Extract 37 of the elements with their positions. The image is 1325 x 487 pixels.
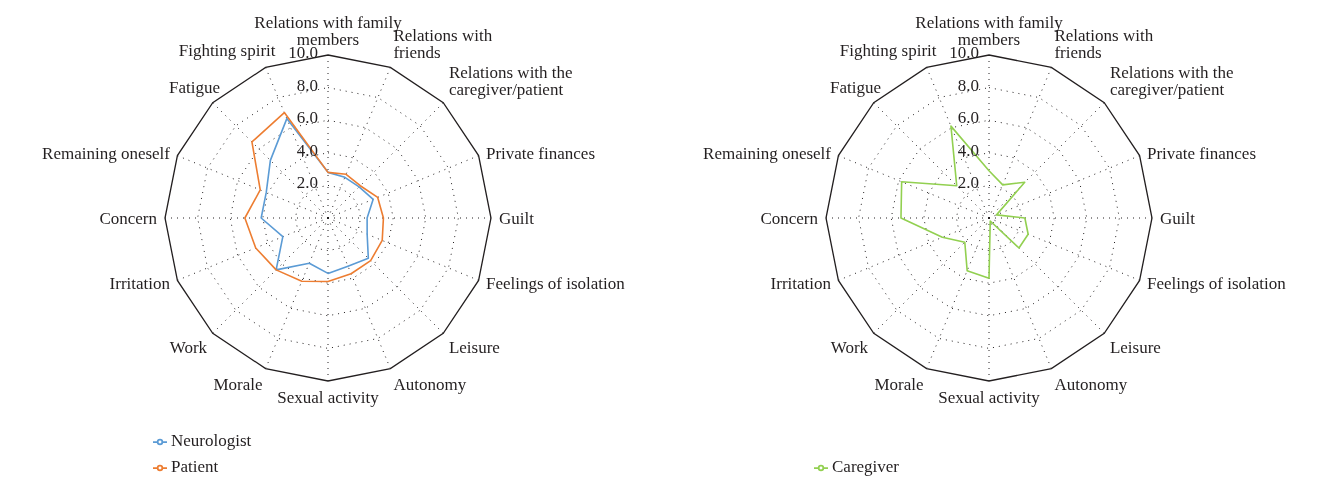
spoke-label: Feelings of isolation (485, 274, 626, 294)
spoke-label: Fighting spirit (839, 41, 937, 61)
spoke-label: Concern (99, 208, 158, 228)
spoke-label: Private finances (1146, 143, 1257, 163)
spoke-label: Morale (213, 374, 263, 394)
legend-label: Caregiver (832, 457, 900, 476)
y-tick-label: 6.0 (296, 108, 318, 129)
spoke-label: Leisure (1109, 337, 1161, 357)
spoke-label: Remaining oneself (42, 143, 171, 163)
y-tick-label: 8.0 (296, 75, 318, 96)
spoke-label: Autonomy (393, 374, 467, 394)
spoke-label: Fatigue (169, 78, 221, 98)
spoke-label: Sexual activity (938, 387, 1041, 407)
y-tick-label: 2.0 (296, 173, 318, 194)
spoke-label: Work (169, 337, 208, 357)
spoke-label: Relations with the caregiver/patient (448, 63, 573, 100)
spoke-label: Feelings of isolation (1146, 274, 1287, 294)
y-tick-label: 8.0 (957, 75, 979, 96)
y-tick-label: 2.0 (957, 173, 979, 194)
spoke-label: Fatigue (830, 78, 882, 98)
spoke-label: Work (830, 337, 869, 357)
spoke-label: Guilt (1160, 208, 1196, 228)
y-tick-label: 6.0 (957, 108, 979, 129)
spoke-label: Sexual activity (277, 387, 380, 407)
spoke-label: Autonomy (1054, 374, 1128, 394)
spoke-label: Fighting spirit (178, 41, 276, 61)
spoke-label: Leisure (448, 337, 500, 357)
spoke-label: Guilt (499, 208, 535, 228)
spoke-label: Relations with the caregiver/patient (1109, 63, 1234, 100)
spoke-label: Concern (760, 208, 819, 228)
spoke-label: Irritation (770, 274, 832, 294)
legend-label: Patient (171, 457, 219, 476)
spoke-label: Irritation (109, 274, 171, 294)
legend-label: Neurologist (171, 431, 252, 450)
spoke-label: Remaining oneself (703, 143, 832, 163)
spoke-label: Morale (874, 374, 924, 394)
spoke-label: Private finances (485, 143, 596, 163)
